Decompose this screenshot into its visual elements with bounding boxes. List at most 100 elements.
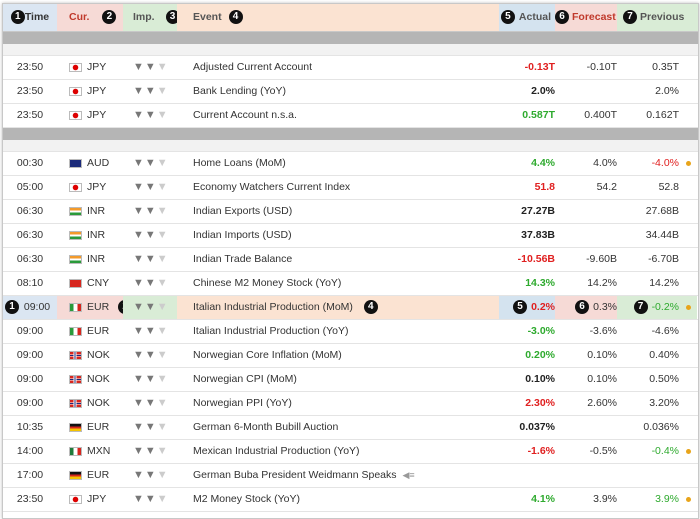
currency-text: JPY — [87, 181, 107, 193]
event-name[interactable]: Economy Watchers Current Index — [177, 176, 515, 199]
importance-bulls-icon: ▼▼▼ — [133, 373, 169, 385]
event-name[interactable]: German 6-Month Bubill Auction — [177, 416, 515, 439]
time-text: 09:00 — [16, 325, 44, 337]
importance-bulls-icon: ▼▼▼ — [133, 421, 169, 433]
col-previous-label: Previous — [640, 11, 685, 23]
table-row[interactable]: 17:00 EUR ▼▼▼ German Buba President Weid… — [3, 464, 698, 488]
event-forecast — [555, 224, 617, 247]
event-name[interactable]: Adjusted Current Account — [177, 56, 515, 79]
table-row[interactable]: 23:50 JPY ▼▼▼ Adjusted Current Account -… — [3, 56, 698, 80]
col-event-header[interactable]: Event 4 — [177, 4, 499, 31]
importance-bulls-icon: ▼▼▼ — [133, 445, 169, 457]
col-actual-label: Actual — [518, 11, 551, 23]
event-name[interactable]: Mexican Industrial Production (YoY) — [177, 440, 515, 463]
col-actual-header[interactable]: 5 Actual — [499, 4, 555, 31]
event-actual: 27.27B — [499, 200, 555, 223]
col-time-label: Time — [24, 11, 50, 23]
table-row[interactable]: 09:00 NOK ▼▼▼ Norwegian CPI (MoM) 0.10% … — [3, 368, 698, 392]
previous-value: -6.70B — [648, 253, 679, 265]
event-importance: ▼▼▼ — [123, 224, 177, 247]
event-time: 09:00 — [3, 392, 57, 415]
event-name[interactable]: Italian Industrial Production (MoM) 4 — [177, 296, 515, 319]
forecast-value: -0.10T — [586, 61, 617, 73]
revision-indicator — [679, 152, 697, 175]
table-row[interactable]: 10:35 EUR ▼▼▼ German 6-Month Bubill Auct… — [3, 416, 698, 440]
revised-dot-icon — [685, 496, 691, 502]
forecast-value: 0.3% — [593, 301, 617, 313]
col-currency-header[interactable]: Cur. 2 — [57, 4, 123, 31]
importance-bulls-icon: ▼▼▼ — [123, 517, 169, 518]
event-forecast: 0.400T — [555, 104, 617, 127]
event-name[interactable]: Italian Industrial Production (YoY) — [177, 320, 515, 343]
event-name[interactable]: Tertiary Industry Activity Index (MoM) — [177, 512, 515, 518]
table-row[interactable]: 14:00 MXN ▼▼▼ Mexican Industrial Product… — [3, 440, 698, 464]
day-separator — [3, 128, 698, 140]
event-time: 23:50 — [3, 512, 57, 518]
col-importance-header[interactable]: Imp. 3 — [123, 4, 177, 31]
importance-bulls-icon: ▼▼▼ — [133, 253, 169, 265]
currency-text: CNY — [87, 277, 110, 289]
table-row[interactable]: 23:50 JPY ▼▼▼ Bank Lending (YoY) 2.0% 2. — [3, 80, 698, 104]
de-flag-icon — [69, 422, 82, 432]
event-importance: ▼▼▼ — [123, 176, 177, 199]
currency-text: INR — [87, 205, 106, 217]
event-currency: JPY — [57, 176, 123, 199]
table-row[interactable]: 23:50 JPY ▼▼▼ Tertiary Industry Activity… — [3, 512, 698, 518]
event-name[interactable]: Bank Lending (YoY) — [177, 80, 515, 103]
table-row[interactable]: 09:00 NOK ▼▼▼ Norwegian Core Inflation (… — [3, 344, 698, 368]
event-group-2: 00:30 AUD ▼▼▼ Home Loans (MoM) 4.4% 4.0% — [3, 152, 698, 518]
event-actual: -0.2% — [499, 512, 555, 518]
event-name[interactable]: Indian Trade Balance — [177, 248, 515, 271]
currency-text: NOK — [87, 397, 110, 409]
event-name[interactable]: M2 Money Stock (YoY) — [177, 488, 515, 511]
previous-value: 0.162T — [646, 109, 679, 121]
event-name[interactable]: Chinese M2 Money Stock (YoY) — [177, 272, 515, 295]
table-row[interactable]: 08:10 CNY ▼▼▼ Chinese M2 Money Stock (Yo… — [3, 272, 698, 296]
revision-indicator — [679, 416, 697, 439]
previous-value: 0.6% — [655, 517, 679, 518]
actual-value: 4.1% — [531, 493, 555, 505]
event-name[interactable]: German Buba President Weidmann Speaks ◀≡ — [177, 464, 515, 487]
actual-value: -0.13T — [524, 61, 555, 73]
col-previous-header[interactable]: 7 Previous — [617, 4, 698, 31]
event-name[interactable]: Indian Exports (USD) — [177, 200, 515, 223]
col-forecast-header[interactable]: 6 Forecast — [555, 4, 617, 31]
table-row[interactable]: 05:00 JPY ▼▼▼ Economy Watchers Current I… — [3, 176, 698, 200]
currency-text: JPY — [87, 61, 107, 73]
event-name-text: Current Account n.s.a. — [193, 109, 297, 121]
event-name-text: Italian Industrial Production (MoM) — [193, 301, 353, 313]
table-row[interactable]: 00:30 AUD ▼▼▼ Home Loans (MoM) 4.4% 4.0% — [3, 152, 698, 176]
event-forecast: 4.0% — [555, 152, 617, 175]
table-row[interactable]: 06:30 INR ▼▼▼ Indian Imports (USD) 37.83… — [3, 224, 698, 248]
table-row[interactable]: 06:30 INR ▼▼▼ Indian Exports (USD) 27.27… — [3, 200, 698, 224]
event-name[interactable]: Norwegian PPI (YoY) — [177, 392, 515, 415]
table-row[interactable]: 23:50 JPY ▼▼▼ Current Account n.s.a. 0.5… — [3, 104, 698, 128]
event-currency: INR — [57, 224, 123, 247]
event-name[interactable]: Indian Imports (USD) — [177, 224, 515, 247]
revision-indicator — [679, 368, 697, 391]
event-name[interactable]: Home Loans (MoM) — [177, 152, 515, 175]
event-name[interactable]: Norwegian Core Inflation (MoM) — [177, 344, 515, 367]
event-time: 09:00 — [3, 368, 57, 391]
actual-value: 2.0% — [531, 85, 555, 97]
table-row[interactable]: 06:30 INR ▼▼▼ Indian Trade Balance -10.5… — [3, 248, 698, 272]
table-row[interactable]: 09:00 NOK ▼▼▼ Norwegian PPI (YoY) 2.30% … — [3, 392, 698, 416]
table-row[interactable]: 23:50 JPY ▼▼▼ M2 Money Stock (YoY) 4.1% … — [3, 488, 698, 512]
actual-value: 0.587T — [522, 109, 555, 121]
importance-bulls-icon: ▼▼▼ — [133, 349, 169, 361]
event-forecast: -0.10T — [555, 56, 617, 79]
marker-5: 5 — [500, 10, 515, 25]
event-importance: ▼▼▼ — [123, 320, 177, 343]
forecast-value: 14.2% — [587, 277, 617, 289]
forecast-value: 2.60% — [587, 397, 617, 409]
event-previous: 0.50% — [617, 368, 679, 391]
forecast-value: 54.2 — [596, 181, 617, 193]
col-time-header[interactable]: 1 Time — [3, 4, 57, 31]
event-currency: NOK — [57, 368, 123, 391]
event-name[interactable]: Norwegian CPI (MoM) — [177, 368, 515, 391]
event-name[interactable]: Current Account n.s.a. — [177, 104, 515, 127]
actual-value: 4.4% — [531, 157, 555, 169]
table-row[interactable]: 1 09:00 EUR 2 ▼▼▼ 3 Italian Industrial Pr… — [3, 296, 698, 320]
table-row[interactable]: 09:00 EUR ▼▼▼ Italian Industrial Product… — [3, 320, 698, 344]
revision-indicator — [679, 176, 697, 199]
